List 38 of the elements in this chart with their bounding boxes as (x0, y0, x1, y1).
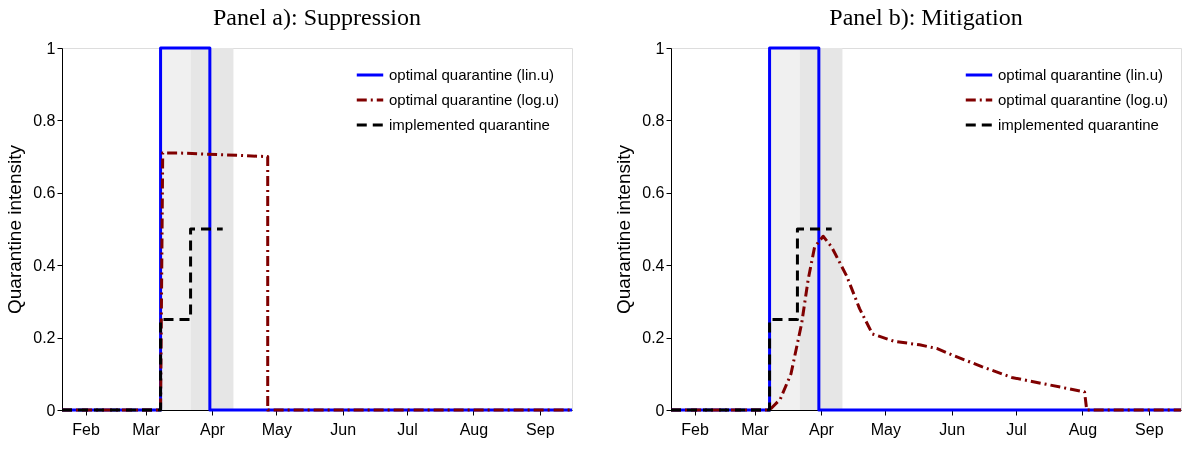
y-axis-title: Quarantine intensity (4, 144, 26, 314)
legend-label: optimal quarantine (lin.u) (998, 66, 1164, 83)
x-tick-label: Jul (397, 420, 418, 438)
y-tick-label: 0.6 (642, 184, 665, 202)
y-tick-label: 1 (46, 39, 56, 57)
legend-label: optimal quarantine (lin.u) (389, 66, 555, 83)
x-tick-label: Sep (1135, 420, 1164, 438)
x-tick-label: Apr (200, 420, 226, 438)
x-tick-label: Aug (1068, 420, 1098, 438)
x-tick-label: Sep (526, 420, 555, 438)
y-tick-label: 0.6 (33, 184, 56, 202)
legend-label: optimal quarantine (log.u) (389, 91, 560, 108)
x-tick-label: Jul (1006, 420, 1027, 438)
x-tick-label: Apr (809, 420, 835, 438)
y-tick-label: 1 (655, 39, 665, 57)
y-axis-title: Quarantine intensity (613, 144, 635, 314)
chart-title: Panel b): Mitigation (829, 4, 1023, 30)
legend-label: optimal quarantine (log.u) (998, 91, 1169, 108)
x-tick-label: Mar (132, 420, 161, 438)
x-tick-label: Jun (330, 420, 357, 438)
x-tick-label: May (261, 420, 292, 438)
x-tick-label: Aug (459, 420, 489, 438)
y-tick-label: 0.2 (33, 329, 56, 347)
y-tick-label: 0 (46, 401, 56, 419)
x-tick-label: Feb (72, 420, 100, 438)
chart-title: Panel a): Suppression (213, 4, 421, 30)
x-tick-label: May (870, 420, 901, 438)
y-tick-label: 0.8 (33, 111, 56, 129)
x-tick-label: Mar (741, 420, 770, 438)
legend-label: implemented quarantine (389, 116, 550, 133)
x-tick-label: Feb (681, 420, 709, 438)
y-tick-label: 0.8 (642, 111, 665, 129)
y-tick-label: 0.2 (642, 329, 665, 347)
y-tick-label: 0 (655, 401, 665, 419)
y-tick-label: 0.4 (642, 256, 665, 274)
x-tick-label: Jun (939, 420, 966, 438)
legend-label: implemented quarantine (998, 116, 1159, 133)
y-tick-label: 0.4 (33, 256, 56, 274)
